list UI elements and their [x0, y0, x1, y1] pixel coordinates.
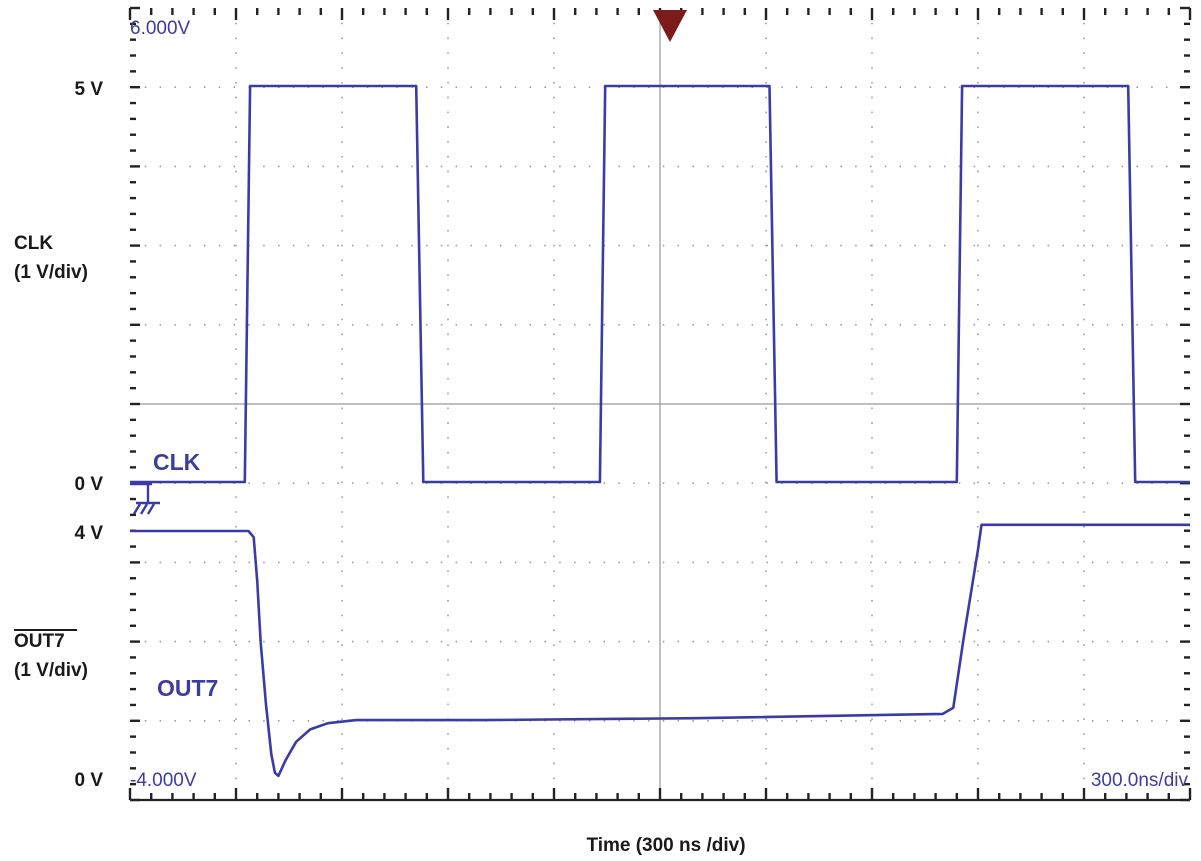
out7-scale-label: (1 V/div) — [14, 660, 88, 681]
out7-zero-level-label: 0 V — [74, 770, 103, 791]
graticule — [130, 8, 1190, 802]
timebase-readout: 300.0ns/div — [1091, 770, 1189, 791]
ground-reference-icon — [130, 482, 160, 515]
graticule-ticks — [128, 6, 1192, 802]
x-axis-label: Time (300 ns /div) — [586, 835, 745, 856]
top-voltage-readout: 6.000V — [130, 18, 191, 39]
trigger-marker-icon — [653, 10, 687, 42]
out7-high-level-label: 4 V — [74, 523, 103, 544]
bottom-voltage-readout: -4.000V — [130, 770, 197, 791]
out7-trace-label: OUT7 — [157, 675, 218, 701]
clk-axis-label: CLK — [14, 233, 53, 254]
clk-trace-label: CLK — [153, 449, 201, 475]
clk-high-level-label: 5 V — [74, 79, 103, 100]
clk-scale-label: (1 V/div) — [14, 262, 88, 283]
clk-zero-level-label: 0 V — [74, 474, 103, 495]
trace-out7 — [130, 523, 1190, 778]
out7-axis-label: OUT7 — [14, 631, 65, 652]
trace-layer — [130, 84, 1190, 778]
trace-clk — [130, 84, 1190, 484]
